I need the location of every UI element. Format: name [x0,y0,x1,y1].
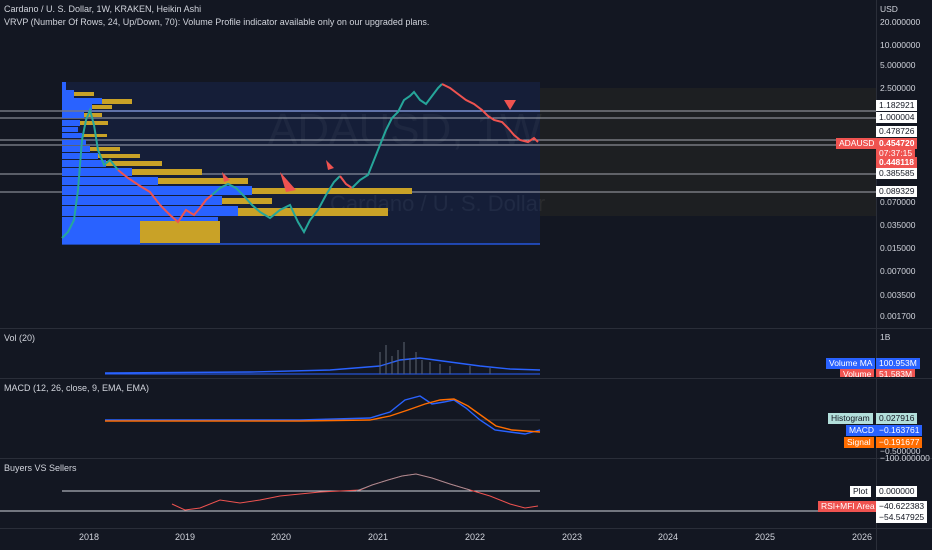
price-tick: 0.001700 [880,311,916,321]
time-label: 2022 [465,532,486,542]
price-line-up-2 [211,175,341,235]
volume-value: 51.583M [876,369,916,377]
volume-ma-label: Volume MA [826,358,876,369]
histogram-label: Histogram [828,413,873,424]
price-line-up [61,106,119,239]
rsi-mfi-label: RSI+MFI Area [818,501,878,512]
signal-line [105,398,541,433]
macd-pane-label[interactable]: MACD (12, 26, close, 9, EMA, EMA) [4,383,150,393]
price-tick: 2.500000 [880,83,916,93]
histogram-value: 0.027916 [876,413,918,424]
time-label: 2018 [79,532,100,542]
volume-bars [379,342,491,374]
level-tag[interactable]: 1.000004 [876,112,918,123]
price-line-down-2 [339,175,353,189]
macd-scale-low-1: −0.500000 [880,446,921,456]
macd-value: −0.163761 [876,425,923,436]
rsi-mfi-line [171,473,539,511]
macd-scale-low-2: −100.000000 [880,453,930,463]
signal-label: Signal [844,437,874,448]
price-line-down [117,169,213,224]
level-tag[interactable]: 0.478726 [876,126,918,137]
bvs-last-value: −54.547925 [876,512,928,523]
price-scale-divider [876,0,877,550]
time-label: 2021 [368,532,389,542]
annotation-arrow-3 [326,160,334,170]
annotation-arrow-4 [504,100,516,110]
macd-line [105,395,541,435]
price-tick: 5.000000 [880,60,916,70]
price-tick: 0.015000 [880,243,916,253]
volume-scale-top: 1B [880,332,891,342]
plot-value: 0.000000 [876,486,918,497]
volume-label: Volume [840,369,875,377]
time-label: 2020 [271,532,292,542]
price-tick: 20.000000 [880,17,921,27]
price-tick: 0.070000 [880,197,916,207]
price-tick: 0.007000 [880,266,916,276]
bvs-pane-label[interactable]: Buyers VS Sellers [4,463,77,473]
countdown-tag: 07:37:15 [876,148,916,159]
annotation-arrow-2 [280,172,296,192]
currency-label: USD [880,4,898,14]
price-tick: 0.035000 [880,220,916,230]
last-price-tag[interactable]: 0.454720 [876,138,918,149]
time-label: 2023 [562,532,583,542]
level-tag[interactable]: 1.182921 [876,100,918,111]
rsi-mfi-value: −40.622383 [876,501,928,512]
plot-label: Plot [850,486,871,497]
time-label: 2026 [852,532,873,542]
macd-label: MACD [846,425,878,436]
pane-divider-macd[interactable] [0,378,932,379]
vrvp-notice: VRVP (Number Of Rows, 24, Up/Down, 70): … [4,17,430,27]
symbol-tag[interactable]: ADAUSD [836,138,878,149]
range-box-2 [540,88,876,216]
volume-ma-line [104,357,541,374]
volume-ma-value: 100.953M [876,358,920,369]
annotation-arrow-1 [222,172,230,182]
time-label: 2024 [658,532,679,542]
price-tick: 0.003500 [880,290,916,300]
signal-value: −0.191677 [876,437,923,448]
price-line-down-3 [441,83,539,144]
pane-divider-vol[interactable] [0,328,932,329]
level-tag[interactable]: 0.089329 [876,186,918,197]
level-tag[interactable]: 0.385585 [876,168,918,179]
time-axis-divider [0,528,932,529]
time-label: 2019 [175,532,196,542]
low-price-tag[interactable]: 0.448118 [876,157,917,168]
symbol-watermark: ADAUSD, 1W [268,105,542,155]
rsi-mfi-line-upper [355,473,471,492]
price-tick: 10.000000 [880,40,921,50]
pane-divider-bvs[interactable] [0,458,932,459]
volume-pane-label[interactable]: Vol (20) [4,333,36,343]
price-line-up-3 [351,83,443,189]
volume-profile [62,82,412,244]
time-label: 2025 [755,532,776,542]
chart-title: Cardano / U. S. Dollar, 1W, KRAKEN, Heik… [4,4,202,14]
